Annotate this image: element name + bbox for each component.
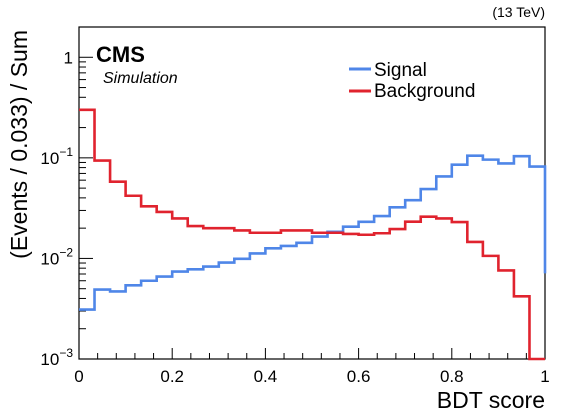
- y-tick-label: 1: [64, 48, 73, 67]
- legend-signal-label: Signal: [374, 60, 427, 81]
- axis-ticks: 0 0.2 0.4 0.6 0.8 1 10−3 10−2 10−1 1: [40, 48, 549, 386]
- cms-label: CMS: [96, 42, 145, 67]
- series-group: [79, 108, 547, 361]
- energy-label: (13 TeV): [492, 4, 545, 20]
- y-tick-label: 10−1: [40, 145, 73, 168]
- x-tick-label: 1: [540, 367, 549, 386]
- y-tick-label: 10−2: [40, 245, 73, 268]
- y-axis-title: (Events / 0.033) / Sum: [6, 30, 32, 259]
- x-tick-label: 0.2: [160, 367, 184, 386]
- x-tick-label: 0.4: [254, 367, 278, 386]
- x-axis-title: BDT score: [437, 387, 545, 413]
- series-signal-histogram: [79, 154, 547, 311]
- x-tick-label: 0.8: [440, 367, 464, 386]
- x-tick-label: 0: [74, 367, 83, 386]
- y-tick-label: 10−3: [40, 346, 73, 369]
- series-background-histogram: [79, 108, 545, 361]
- legend-background-label: Background: [374, 81, 475, 102]
- x-tick-label: 0.6: [347, 367, 371, 386]
- legend: Signal Background: [349, 60, 475, 102]
- simulation-label: Simulation: [103, 70, 178, 87]
